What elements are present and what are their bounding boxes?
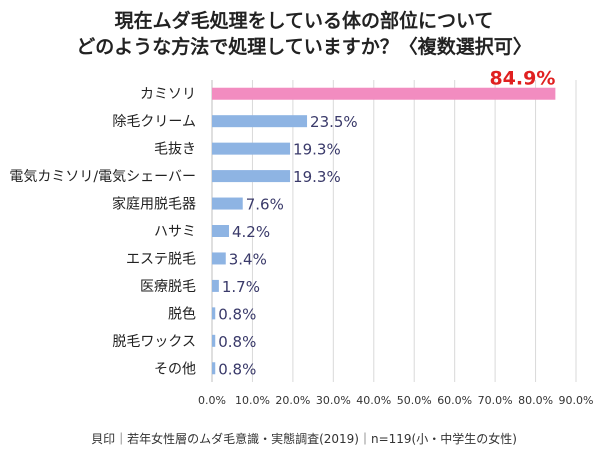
bar bbox=[212, 307, 216, 320]
x-tick-label: 20.0% bbox=[275, 394, 310, 407]
x-tick-label: 10.0% bbox=[235, 394, 270, 407]
x-tick-label: 0.0% bbox=[198, 394, 226, 407]
data-label: 0.8% bbox=[218, 333, 256, 351]
bar bbox=[212, 197, 243, 210]
data-label: 4.2% bbox=[232, 223, 270, 241]
bar bbox=[212, 225, 229, 237]
category-label: 電気カミソリ/電気シェーバー bbox=[9, 169, 196, 185]
data-label: 0.8% bbox=[218, 360, 256, 378]
category-label: 毛抜き bbox=[154, 142, 196, 158]
bar bbox=[212, 142, 291, 155]
category-label: 除毛クリーム bbox=[112, 114, 196, 130]
category-label: 脱色 bbox=[168, 305, 196, 322]
x-tick-label: 70.0% bbox=[478, 394, 513, 407]
category-label: 家庭用脱毛器 bbox=[112, 196, 196, 213]
chart-title-line-1: 現在ムダ毛処理をしている体の部位について bbox=[114, 10, 494, 32]
category-label: その他 bbox=[154, 361, 196, 377]
x-tick-label: 30.0% bbox=[316, 394, 351, 407]
x-tick-label: 50.0% bbox=[397, 394, 432, 407]
data-label: 19.3% bbox=[293, 168, 341, 186]
bar bbox=[212, 87, 556, 100]
category-label: 医療脱毛 bbox=[140, 278, 196, 295]
x-tick-label: 40.0% bbox=[356, 394, 391, 407]
source-footer: 貝印｜若年女性層のムダ毛意識・実態調査(2019)｜n=119(小・中学生の女性… bbox=[91, 432, 517, 446]
category-label: 脱毛ワックス bbox=[112, 334, 196, 350]
data-label: 19.3% bbox=[293, 141, 341, 159]
bar bbox=[212, 362, 216, 375]
data-label: 23.5% bbox=[310, 113, 358, 131]
data-label: 7.6% bbox=[246, 196, 284, 214]
data-label: 3.4% bbox=[229, 250, 267, 268]
bar-chart: 0.0% 10.0% 20.0% 30.0% 40.0% 50.0% 60.0% 70.0% 8… bbox=[9, 68, 594, 407]
bar bbox=[212, 115, 308, 128]
data-label: 1.7% bbox=[222, 278, 260, 296]
bar bbox=[212, 170, 291, 183]
chart-title-line-2: どのような方法で処理していますか？〈複数選択可〉 bbox=[76, 36, 532, 58]
data-label: 84.9% bbox=[489, 68, 555, 90]
category-label: エステ脱毛 bbox=[126, 251, 196, 267]
category-label: カミソリ bbox=[140, 87, 196, 103]
bar bbox=[212, 252, 226, 265]
data-label: 0.8% bbox=[218, 305, 256, 323]
bar bbox=[212, 279, 219, 292]
x-tick-label: 80.0% bbox=[518, 394, 553, 407]
x-tick-label: 90.0% bbox=[559, 394, 594, 407]
bar bbox=[212, 334, 216, 347]
x-tick-label: 60.0% bbox=[437, 394, 472, 407]
category-label: ハサミ bbox=[154, 224, 196, 240]
